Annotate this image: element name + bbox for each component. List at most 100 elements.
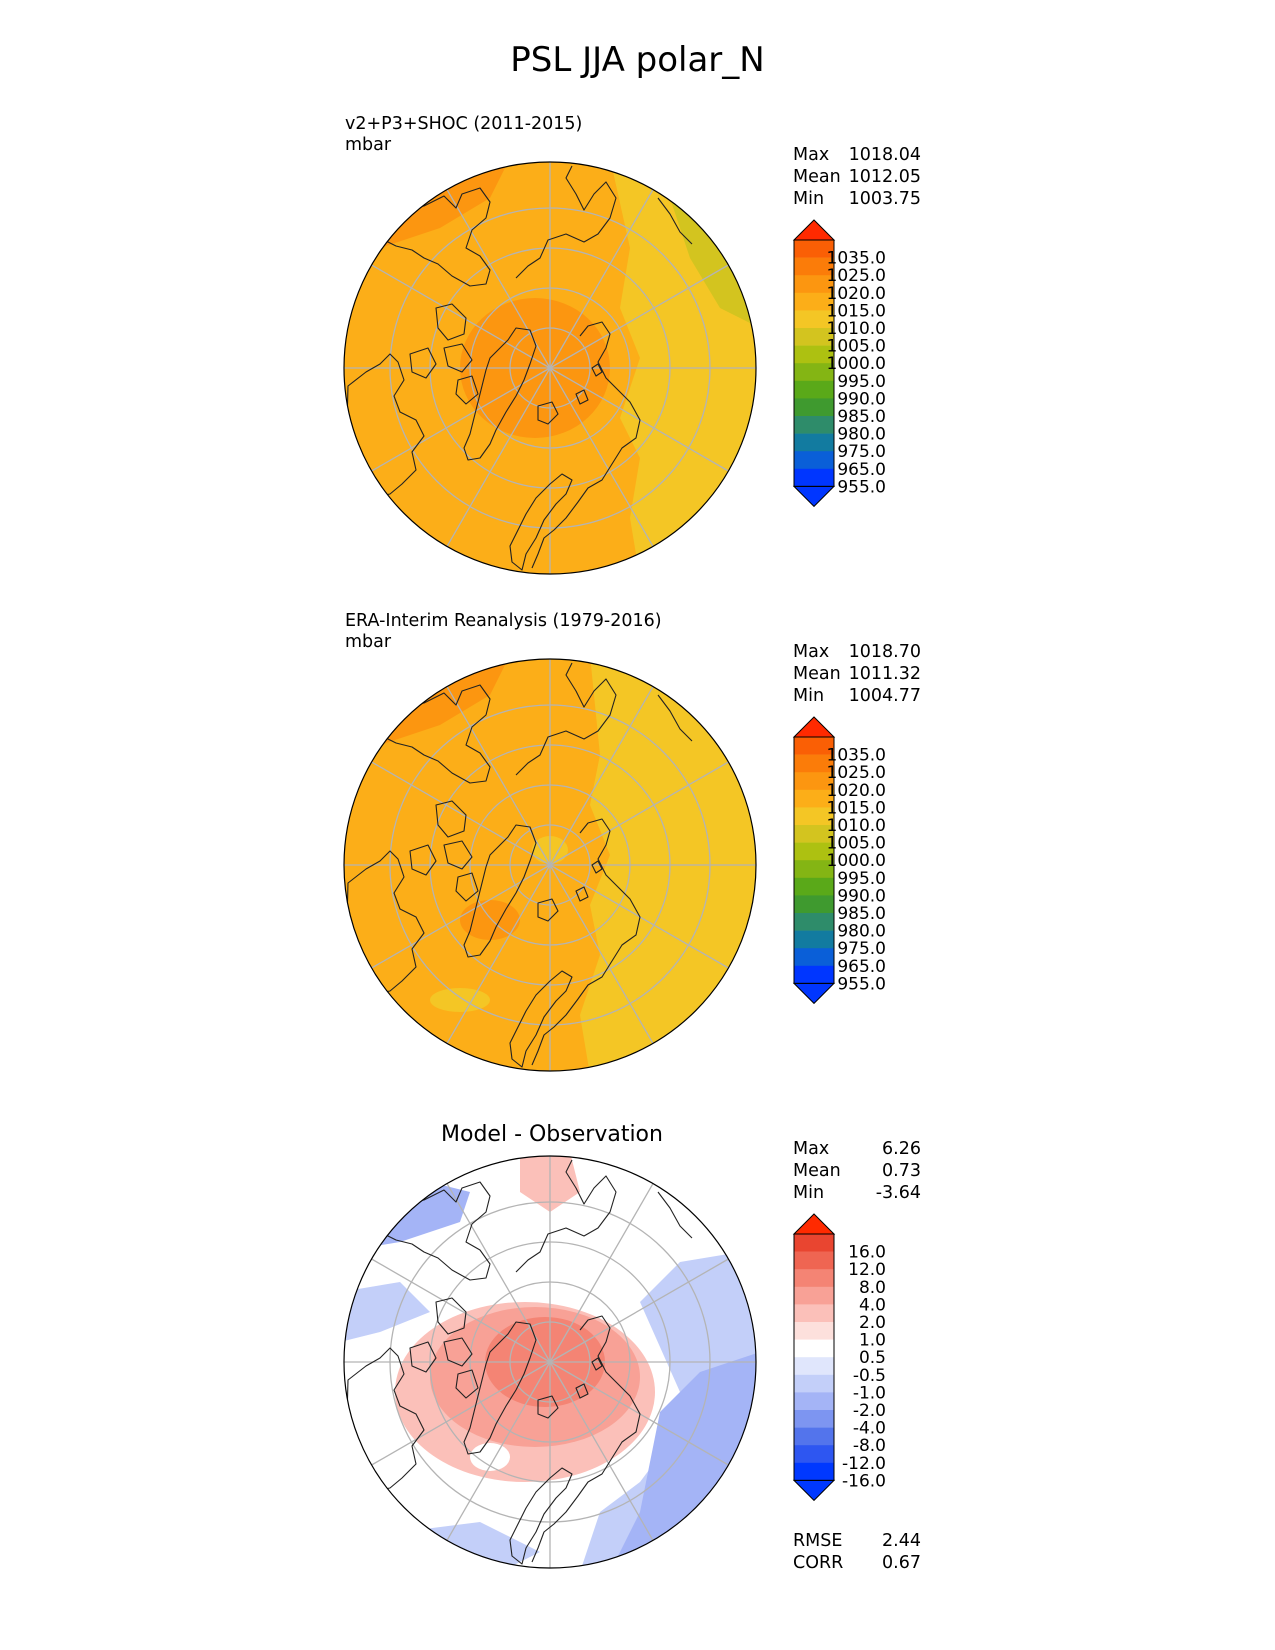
- colorbar-segment: [794, 825, 834, 843]
- arctic-islands-coastline: [537, 1357, 603, 1419]
- diff-metric-rmse: RMSE 2.44: [793, 1531, 921, 1551]
- colorbar-segment: [794, 807, 834, 826]
- greenland-coastline: [463, 1321, 537, 1455]
- colorbar-segment: [794, 416, 834, 434]
- meridian-line: [371, 864, 551, 969]
- test-stat-min: Min 1003.75: [793, 189, 921, 209]
- colorbar-tick-label: 1.0: [859, 1331, 886, 1351]
- map-field-layer: [344, 162, 756, 574]
- alaska-coastline: [379, 187, 491, 287]
- colorbar-frame: [793, 1233, 835, 1481]
- colorbar-segment: [794, 1234, 834, 1252]
- colorbar-tick-label: 990.0: [837, 886, 886, 906]
- colorbar-tick-label: 965.0: [837, 957, 886, 977]
- colorbar-tick-label: 980.0: [837, 425, 886, 445]
- colorbar-tick-label: 975.0: [837, 442, 886, 462]
- colorbar-tick-label: -2.0: [853, 1401, 886, 1421]
- meridian-line: [549, 189, 654, 369]
- test-stat-max: Max 1018.04: [793, 145, 921, 165]
- colorbar-tick-label: 1005.0: [827, 834, 886, 854]
- ref-stat-min: Min 1004.77: [793, 686, 921, 706]
- colorbar-tick-label: 1005.0: [827, 337, 886, 357]
- meridian-line: [371, 367, 551, 472]
- colorbar-segment: [794, 451, 834, 470]
- colorbar-segment: [794, 1269, 834, 1288]
- test-stat-mean: Mean 1012.05: [793, 167, 921, 187]
- ref-panel-title: ERA-Interim Reanalysis (1979-2016) mbar: [345, 611, 662, 653]
- eurasia-coastline: [531, 321, 641, 569]
- canadian-archipelago-coastline: [409, 800, 479, 902]
- colorbar-extend-max: [792, 1213, 836, 1235]
- siberia-coastline: [515, 1159, 617, 1273]
- east-siberia-coastline: [657, 197, 693, 245]
- ref-stats: Max 1018.70 Mean 1011.32 Min 1004.77: [793, 641, 921, 707]
- meridian-line: [549, 1258, 729, 1363]
- colorbar-extend-max: [792, 716, 836, 738]
- colorbar-tick-label: 965.0: [837, 460, 886, 480]
- ref-stat-max: Max 1018.70: [793, 642, 921, 662]
- meridian-line: [549, 1361, 654, 1541]
- colorbar-segment: [794, 930, 834, 949]
- colorbar-tick-label: 12.0: [848, 1260, 886, 1280]
- colorbar-segment: [794, 1410, 834, 1428]
- eurasia-coastline: [531, 818, 641, 1066]
- meridian-line: [549, 367, 654, 547]
- east-siberia-coastline: [657, 1191, 693, 1239]
- meridian-line: [549, 264, 729, 369]
- field-neutral-pocket: [470, 1443, 510, 1471]
- colorbar-segment: [794, 1462, 834, 1481]
- alaska-coastline: [379, 1181, 491, 1281]
- colorbar-tick-label: 990.0: [837, 389, 886, 409]
- colorbar-tick-label: 1025.0: [827, 266, 886, 286]
- meridian-line: [549, 686, 654, 866]
- test-case-name: v2+P3+SHOC (2011-2015): [345, 114, 583, 134]
- colorbar-tick-label: 1000.0: [827, 354, 886, 374]
- meridian-line: [549, 864, 654, 1044]
- diff-stat-max: Max 6.26: [793, 1139, 921, 1159]
- meridian-line: [371, 1361, 551, 1466]
- canadian-archipelago-coastline: [409, 303, 479, 405]
- colorbar-segment: [794, 1427, 834, 1446]
- diff-polar-map: [343, 1155, 757, 1569]
- meridian-line: [371, 761, 551, 866]
- colorbar-extend-min: [792, 982, 836, 1005]
- ref-polar-map: [343, 658, 757, 1072]
- test-panel-title: v2+P3+SHOC (2011-2015) mbar: [345, 114, 582, 156]
- greenland-coastline: [463, 824, 537, 958]
- test-polar-map: [343, 161, 757, 575]
- colorbar-tick-label: 0.5: [859, 1348, 886, 1368]
- colorbar-tick-label: 985.0: [837, 407, 886, 427]
- meridian-line: [446, 1361, 551, 1541]
- colorbar-segment: [794, 1251, 834, 1270]
- scandinavia-coastline: [509, 1467, 573, 1565]
- canadian-archipelago-coastline: [409, 1297, 479, 1399]
- colorbar-segment: [794, 948, 834, 967]
- siberia-coastline: [515, 662, 617, 776]
- meridian-line: [371, 1258, 551, 1363]
- map-boundary: [343, 1155, 757, 1569]
- ref-stat-mean: Mean 1011.32: [793, 664, 921, 684]
- siberia-coastline: [515, 165, 617, 279]
- colorbar-segment: [794, 328, 834, 346]
- colorbar-segment: [794, 1304, 834, 1323]
- diff-panel-title: Model - Observation: [441, 1122, 663, 1147]
- colorbar-segment: [794, 772, 834, 791]
- figure-title: PSL JJA polar_N: [510, 40, 765, 80]
- east-siberia-coastline: [657, 694, 693, 742]
- colorbar-tick-label: 1020.0: [827, 284, 886, 304]
- colorbar-segment: [794, 789, 834, 808]
- colorbar-segment: [794, 1392, 834, 1411]
- colorbar-tick-label: 955.0: [837, 974, 886, 994]
- colorbar-tick-label: -0.5: [853, 1366, 886, 1386]
- diff-stats: Max 6.26 Mean 0.73 Min -3.64: [793, 1138, 921, 1204]
- colorbar-tick-label: 2.0: [859, 1313, 886, 1333]
- scandinavia-coastline: [509, 473, 573, 571]
- colorbar-segment: [794, 1374, 834, 1393]
- diff-stat-mean: Mean 0.73: [793, 1161, 921, 1181]
- colorbar-tick-label: 1025.0: [827, 763, 886, 783]
- arctic-islands-coastline: [537, 363, 603, 425]
- colorbar-tick-label: 980.0: [837, 922, 886, 942]
- map-field-layer: [344, 659, 756, 1071]
- colorbar-tick-label: 1020.0: [827, 781, 886, 801]
- colorbar-segment: [794, 433, 834, 452]
